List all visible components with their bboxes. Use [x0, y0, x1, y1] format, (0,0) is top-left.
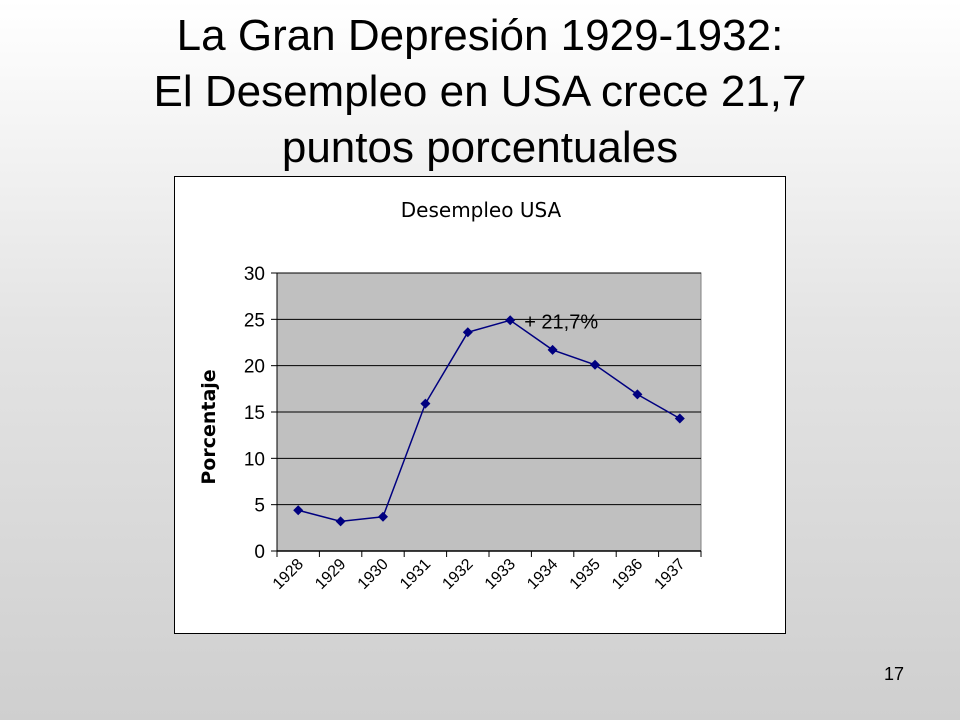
y-tick-label: 10	[244, 449, 265, 470]
y-tick-label: 20	[244, 357, 265, 378]
x-tick-label: 1931	[397, 556, 434, 593]
data-point-marker	[632, 389, 643, 400]
page-number: 17	[883, 664, 904, 684]
y-tick-label: 5	[254, 496, 265, 517]
unemployment-line-chart: Desempleo USA Porcentaje 0 5 10 15 20 25 30 192…	[198, 198, 702, 593]
x-tick-label: 1932	[439, 556, 476, 593]
data-point-marker	[420, 398, 431, 409]
data-point-marker	[674, 413, 685, 424]
chart-frame: Desempleo USA Porcentaje 0 5 10 15 20 25 30 192…	[174, 176, 786, 634]
data-point-marker	[590, 359, 600, 370]
data-point-marker	[547, 344, 558, 355]
slide-title: La Gran Depresión 1929-1932: El Desemple…	[0, 8, 960, 176]
x-tick-label: 1928	[270, 556, 307, 593]
y-tick-label: 15	[244, 403, 265, 424]
data-point-marker	[462, 327, 473, 338]
y-tick-label: 0	[254, 542, 265, 563]
x-tick-label: 1930	[355, 556, 392, 593]
x-tick-label: 1935	[567, 556, 604, 593]
slide-title-line-1: La Gran Depresión 1929-1932:	[176, 11, 784, 60]
x-tick-label: 1929	[312, 556, 349, 593]
plot-area: 0 5 10 15 20 25 30 1928 1929 1930 1931 1932 1933 1934…	[244, 264, 702, 593]
y-tick-label: 25	[244, 310, 265, 331]
x-tick-label: 1936	[609, 556, 646, 593]
slide-title-line-3: puntos porcentuales	[281, 123, 679, 172]
y-tick-label: 30	[244, 264, 265, 285]
data-point-marker	[335, 516, 346, 527]
x-tick-label: 1937	[651, 556, 688, 593]
x-tick-label: 1934	[524, 556, 561, 593]
x-tick-label: 1933	[482, 556, 519, 593]
y-axis-label: Porcentaje	[198, 369, 220, 484]
chart-title: Desempleo USA	[401, 198, 562, 222]
series-line	[298, 319, 681, 523]
slide-title-line-2: El Desempleo en USA crece 21,7	[153, 67, 807, 116]
data-point-marker	[378, 511, 388, 522]
data-point-marker	[505, 315, 516, 326]
data-point-marker	[293, 505, 304, 516]
annotation-label: + 21,7%	[524, 311, 598, 333]
